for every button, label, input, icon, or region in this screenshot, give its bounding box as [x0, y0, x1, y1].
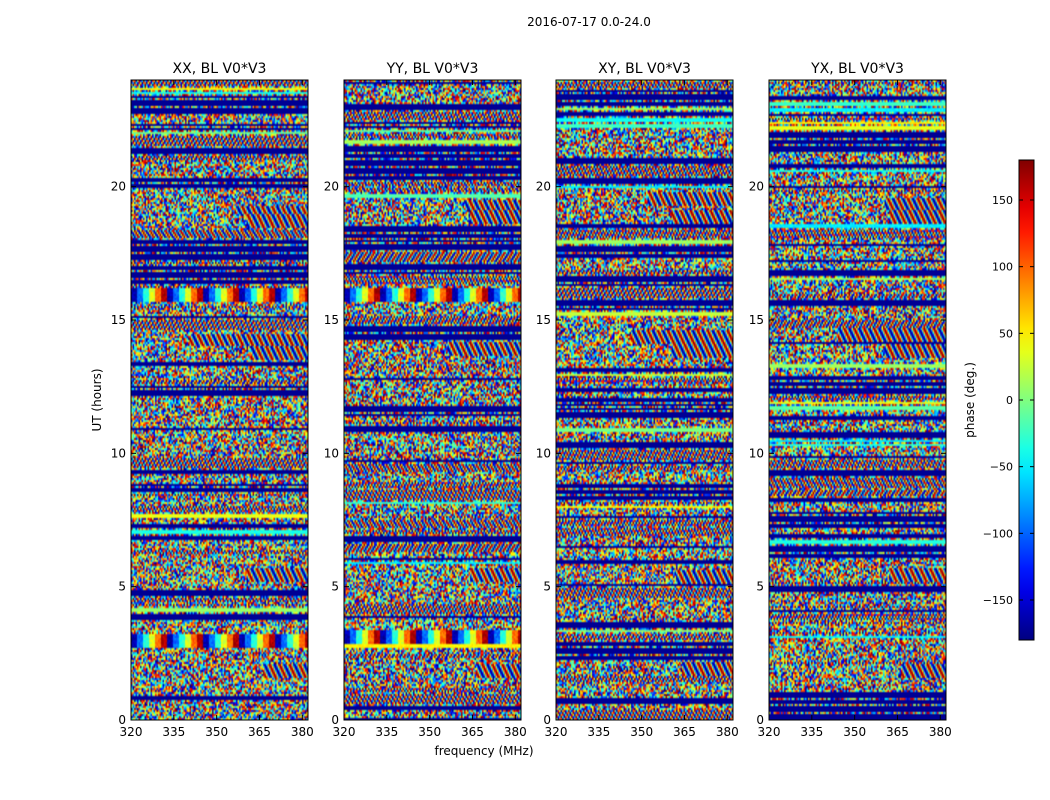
y-tick-label: 10 — [536, 446, 551, 460]
y-tick-label: 10 — [749, 446, 764, 460]
y-tick-label: 10 — [324, 446, 339, 460]
y-tick-label: 15 — [536, 313, 551, 327]
panel-title-xx: XX, BL V0*V3 — [173, 61, 267, 77]
y-tick-label: 20 — [536, 180, 551, 194]
y-tick-label: 5 — [118, 580, 126, 594]
panel-frame-xy — [555, 79, 734, 721]
y-tick-label: 0 — [118, 713, 126, 727]
panel-frame-xx — [130, 79, 309, 721]
y-tick-label: 5 — [543, 580, 551, 594]
x-tick-label: 365 — [886, 725, 909, 739]
phase-map-xy — [556, 80, 733, 720]
x-tick-label: 365 — [461, 725, 484, 739]
y-tick-label: 20 — [111, 180, 126, 194]
x-tick-label: 380 — [716, 725, 739, 739]
y-tick-label: 20 — [749, 180, 764, 194]
y-tick-label: 20 — [324, 180, 339, 194]
x-tick-label: 365 — [673, 725, 696, 739]
panel-frame-yy — [343, 79, 522, 721]
colorbar-tick-label: −100 — [983, 527, 1013, 540]
x-tick-label: 335 — [375, 725, 398, 739]
colorbar-tick-label: 150 — [992, 194, 1013, 207]
x-tick-label: 380 — [929, 725, 952, 739]
x-tick-label: 380 — [291, 725, 314, 739]
panel-frame-yx — [768, 79, 947, 721]
y-tick-label: 15 — [324, 313, 339, 327]
y-tick-label: 0 — [756, 713, 764, 727]
y-tick-label: 15 — [111, 313, 126, 327]
colorbar-tick-label: −50 — [990, 461, 1013, 474]
x-tick-label: 320 — [758, 725, 781, 739]
x-tick-label: 320 — [333, 725, 356, 739]
x-tick-label: 350 — [418, 725, 441, 739]
x-axis-label: frequency (MHz) — [434, 744, 533, 758]
x-tick-label: 350 — [630, 725, 653, 739]
panel-title-xy: XY, BL V0*V3 — [598, 61, 691, 77]
x-tick-label: 335 — [587, 725, 610, 739]
y-tick-label: 15 — [749, 313, 764, 327]
y-axis-label: UT (hours) — [90, 368, 104, 431]
phase-map-yy — [344, 80, 521, 720]
y-tick-label: 5 — [331, 580, 339, 594]
x-tick-label: 365 — [248, 725, 271, 739]
x-tick-label: 380 — [504, 725, 527, 739]
x-tick-label: 335 — [800, 725, 823, 739]
colorbar-tick-label: 100 — [992, 261, 1013, 274]
x-tick-label: 320 — [120, 725, 143, 739]
y-tick-label: 0 — [331, 713, 339, 727]
x-tick-label: 335 — [162, 725, 185, 739]
colorbar-label: phase (deg.) — [963, 362, 977, 438]
x-tick-label: 350 — [843, 725, 866, 739]
y-tick-label: 5 — [756, 580, 764, 594]
y-tick-label: 10 — [111, 446, 126, 460]
x-tick-label: 320 — [545, 725, 568, 739]
y-tick-label: 0 — [543, 713, 551, 727]
panel-title-yx: YX, BL V0*V3 — [810, 61, 904, 77]
colorbar-tick-label: 0 — [1006, 394, 1013, 407]
phase-map-yx — [769, 80, 946, 720]
panels: XX, BL V0*V3 320 335 350 365 380 0 5 10 15 20 YY, B… — [111, 61, 952, 739]
panel-title-yy: YY, BL V0*V3 — [386, 61, 479, 77]
phase-map-xx — [131, 80, 308, 720]
colorbar: −150 −100 −50 0 50 100 150 phase (deg.) — [963, 159, 1035, 641]
colorbar-tick-label: 50 — [999, 327, 1013, 340]
x-tick-label: 350 — [205, 725, 228, 739]
figure-title: 2016-07-17 0.0-24.0 — [527, 15, 651, 29]
colorbar-tick-label: −150 — [983, 594, 1013, 607]
